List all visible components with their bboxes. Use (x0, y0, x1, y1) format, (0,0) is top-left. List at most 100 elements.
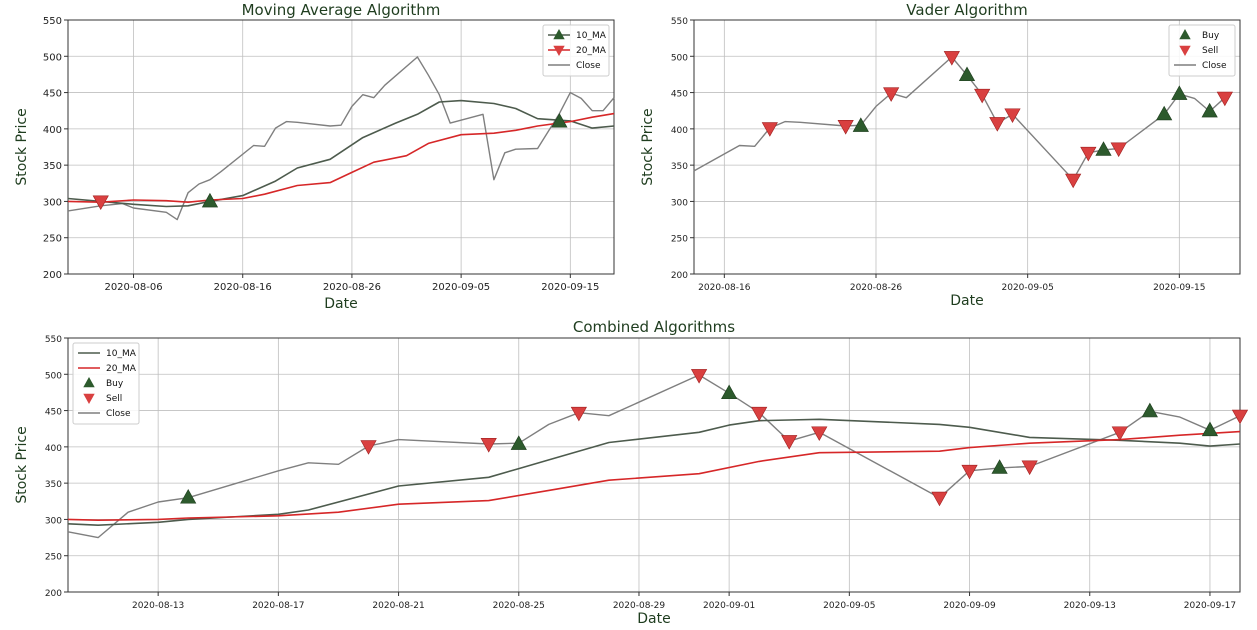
legend-sell-swatch (1179, 45, 1191, 56)
legend-sell-swatch (553, 45, 565, 56)
sell-marker (989, 117, 1006, 132)
x-tick-label: 2020-09-15 (541, 282, 599, 293)
y-tick-label: 200 (43, 270, 62, 281)
legend-label: Buy (106, 379, 124, 389)
sell-marker (570, 406, 587, 422)
x-axis-label: Date (637, 611, 670, 627)
legend-label: Close (106, 409, 131, 419)
sell-marker (1111, 426, 1128, 441)
buy-marker (1095, 141, 1112, 156)
y-tick-label: 400 (671, 126, 688, 136)
x-tick-label: 2020-09-09 (943, 601, 996, 611)
series-line-10ma (67, 99, 615, 208)
buy-marker (1201, 421, 1219, 437)
chart-title: Combined Algorithms (573, 318, 735, 336)
sell-marker (943, 51, 960, 66)
x-tick-label: 2020-09-05 (1002, 283, 1054, 293)
y-tick-label: 400 (45, 444, 62, 454)
x-tick-label: 2020-08-21 (372, 601, 424, 611)
legend-label: 20_MA (106, 364, 137, 374)
sell-marker (811, 426, 828, 441)
y-tick-label: 300 (671, 198, 688, 208)
y-tick-label: 500 (45, 371, 62, 381)
y-tick-label: 550 (671, 17, 688, 27)
sell-marker (781, 435, 798, 450)
legend: Buy Sell Close (1168, 24, 1236, 77)
buy-marker (1156, 105, 1173, 121)
sell-marker (1065, 173, 1082, 189)
x-tick-label: 2020-08-06 (104, 282, 162, 293)
chart-title: Vader Algorithm (906, 1, 1027, 19)
sell-marker (931, 491, 948, 507)
y-tick-label: 550 (45, 335, 62, 345)
chart-title: Moving Average Algorithm (242, 1, 441, 19)
series-line-close (67, 56, 615, 221)
x-tick-label: 2020-08-25 (493, 601, 545, 611)
legend-buy-swatch (1179, 29, 1191, 40)
x-tick-label: 2020-08-17 (252, 601, 304, 611)
buy-marker (180, 489, 197, 504)
buy-marker (852, 117, 869, 132)
y-axis-label: Stock Price (640, 108, 656, 185)
legend-label: Close (1202, 61, 1227, 71)
x-tick-label: 2020-08-29 (613, 601, 666, 611)
y-axis-label: Stock Price (14, 426, 30, 503)
x-tick-label: 2020-08-16 (698, 283, 751, 293)
x-tick-label: 2020-09-01 (703, 601, 755, 611)
x-tick-label: 2020-09-15 (1153, 283, 1205, 293)
legend-label: 10_MA (576, 31, 607, 41)
x-tick-label: 2020-09-05 (432, 282, 490, 293)
sell-marker (360, 440, 377, 455)
sell-marker (751, 406, 768, 422)
x-axis-label: Date (950, 293, 983, 309)
y-tick-label: 400 (43, 125, 62, 136)
plot-frame (67, 337, 1241, 593)
x-axis-label: Date (324, 296, 357, 312)
sell-marker (1021, 460, 1038, 476)
series-line-close (67, 374, 1241, 539)
y-tick-label: 250 (43, 234, 62, 245)
series-line-10ma (67, 418, 1241, 527)
buy-marker (958, 66, 976, 82)
x-tick-label: 2020-09-05 (823, 601, 875, 611)
sell-marker (1231, 409, 1249, 425)
sell-marker (961, 464, 978, 480)
y-tick-label: 450 (43, 89, 62, 100)
y-tick-label: 300 (45, 516, 62, 526)
buy-marker (201, 192, 219, 208)
x-tick-label: 2020-08-26 (850, 283, 903, 293)
chart-moving-average: 200 250 300 350 400 450 500 550 2020-08-06 2020-0… (14, 1, 615, 312)
legend-label: Sell (106, 394, 122, 404)
legend-label: 20_MA (576, 46, 607, 56)
y-tick-label: 450 (671, 90, 688, 100)
sell-marker (974, 88, 991, 104)
sell-marker (761, 122, 778, 137)
buy-marker (991, 459, 1008, 474)
sell-marker (883, 87, 900, 102)
legend-buy-swatch (83, 377, 95, 388)
legend-label: Sell (1202, 46, 1218, 56)
legend: 10_MA 20_MA Buy Sell Close (72, 342, 140, 425)
y-tick-label: 200 (671, 271, 688, 281)
y-tick-label: 500 (43, 52, 62, 63)
legend-sell-swatch (83, 393, 95, 404)
series-line-20ma (67, 430, 1241, 522)
buy-marker (510, 435, 527, 450)
y-tick-label: 250 (671, 235, 688, 245)
x-tick-label: 2020-08-16 (214, 282, 272, 293)
plot-frame (693, 19, 1241, 275)
series-line-close (693, 56, 1226, 181)
buy-marker (1141, 402, 1158, 418)
x-tick-label: 2020-08-26 (323, 282, 381, 293)
legend-box (72, 342, 140, 425)
chart-combined: 200 250 300 350 400 450 500 550 2020-08-13 2020-0… (14, 318, 1249, 627)
buy-marker (721, 384, 738, 400)
legend-label: 10_MA (106, 349, 137, 359)
series-line-20ma (67, 112, 615, 203)
sell-marker (1004, 108, 1021, 123)
legend-buy-swatch (553, 29, 565, 40)
sell-marker (837, 120, 854, 135)
y-tick-label: 300 (43, 197, 62, 208)
y-tick-label: 250 (45, 553, 62, 563)
legend: 10_MA 20_MA Close (542, 24, 610, 77)
